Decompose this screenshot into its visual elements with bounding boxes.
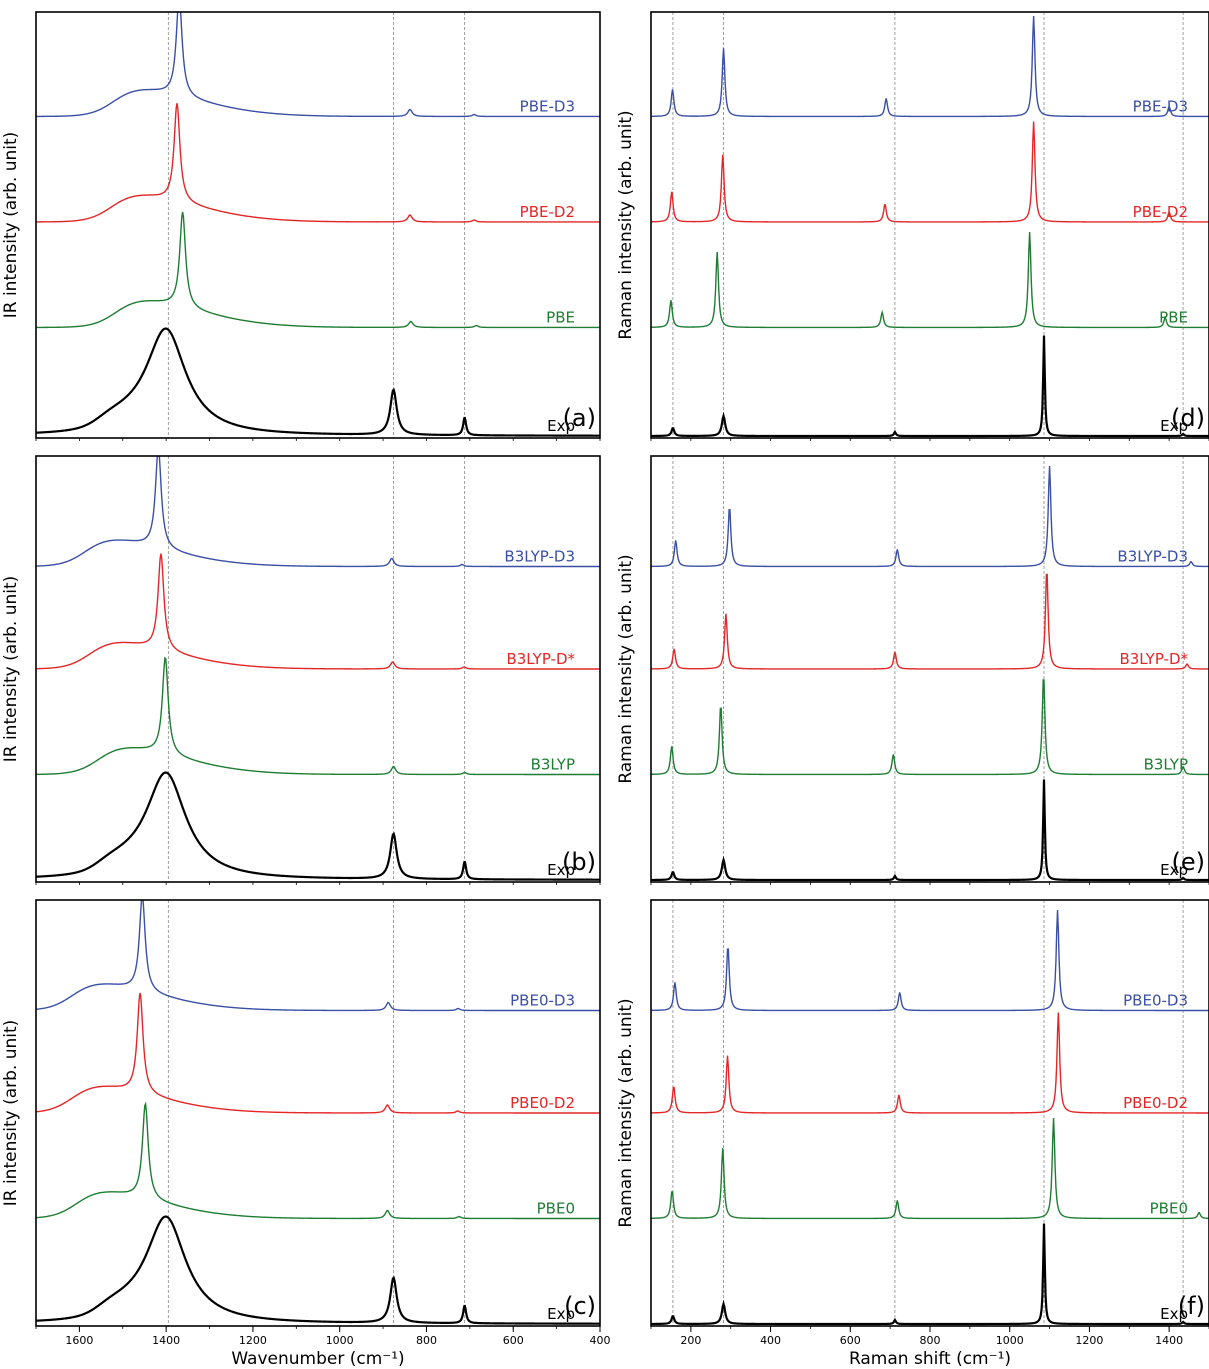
y-axis-label: Raman intensity (arb. unit) <box>616 554 636 783</box>
series-label: PBE0-D2 <box>510 1094 575 1112</box>
series-label: PBE0-D3 <box>1123 992 1188 1010</box>
panel-c: Exp PBE0 PBE0-D2 PBE0-D3 (c) IR intensity (ar… <box>1 899 611 1369</box>
x-tick-label: 200 <box>680 1334 701 1347</box>
series-label: PBE0-D3 <box>510 992 575 1010</box>
series-line-pbe-d2 <box>651 121 1209 223</box>
y-axis-label: Raman intensity (arb. unit) <box>616 998 636 1227</box>
plot-frame <box>650 11 1209 439</box>
series-line-b3lyp <box>651 679 1209 776</box>
series-label: PBE <box>546 308 575 326</box>
y-axis-label: IR intensity (arb. unit) <box>1 576 21 763</box>
series-line-exp <box>651 779 1209 882</box>
panel-label: (b) <box>562 848 596 876</box>
y-axis-label: IR intensity (arb. unit) <box>1 1020 21 1207</box>
series-line-pbe0 <box>651 1117 1209 1220</box>
series-line-pbe0 <box>36 1101 600 1220</box>
series-label: PBE-D2 <box>520 203 575 221</box>
panel-label: (c) <box>564 1292 596 1320</box>
series-line-pbe <box>36 211 600 329</box>
panel-label: (e) <box>1172 848 1206 876</box>
series-label: Exp <box>547 861 575 879</box>
y-axis-label: Raman intensity (arb. unit) <box>616 110 636 339</box>
series-line-b3lyp-d- <box>651 573 1209 670</box>
series-line-exp <box>36 771 600 881</box>
series-label: B3LYP-D* <box>506 650 575 668</box>
series-label: PBE0-D2 <box>1123 1094 1188 1112</box>
series-line-pbe-d2 <box>36 103 600 223</box>
x-tick-label: 1200 <box>1075 1334 1103 1347</box>
x-tick-label: 1000 <box>996 1334 1024 1347</box>
panel-e: Exp B3LYP B3LYP-D* B3LYP-D3 (e) Raman intensi… <box>616 455 1209 885</box>
series-label: B3LYP <box>531 756 575 774</box>
plot-frame <box>35 455 601 883</box>
series-line-pbe0-d3 <box>36 900 600 1012</box>
x-tick-label: 800 <box>416 1334 437 1347</box>
x-tick-label: 1400 <box>152 1334 180 1347</box>
x-tick-label: 400 <box>760 1334 781 1347</box>
x-tick-label: 400 <box>590 1334 611 1347</box>
series-line-b3lyp-d3 <box>36 456 600 568</box>
series-line-exp <box>36 1215 600 1325</box>
x-tick-label: 600 <box>840 1334 861 1347</box>
series-label: Exp <box>1160 861 1188 879</box>
series-line-b3lyp-d- <box>36 553 600 670</box>
y-axis-label: IR intensity (arb. unit) <box>1 132 21 319</box>
series-label: Exp <box>547 1305 575 1323</box>
x-tick-label: 600 <box>503 1334 524 1347</box>
series-label: PBE-D3 <box>1133 97 1188 115</box>
series-line-pbe-d3 <box>36 12 600 118</box>
series-line-exp <box>36 327 600 437</box>
x-tick-label: 1200 <box>239 1334 267 1347</box>
series-line-pbe0-d2 <box>36 992 600 1114</box>
series-label: B3LYP <box>1144 756 1188 774</box>
series-line-exp <box>651 1223 1209 1326</box>
panel-f: Exp PBE0 PBE0-D2 PBE0-D3 (f) Raman intensity … <box>616 899 1209 1369</box>
x-axis-label: Wavenumber (cm⁻¹) <box>231 1349 404 1369</box>
panel-label: (a) <box>563 404 596 432</box>
series-label: PBE0 <box>537 1200 575 1218</box>
panel-b: Exp B3LYP B3LYP-D* B3LYP-D3 (b) IR intensity … <box>1 455 601 885</box>
plot-frame <box>35 899 601 1327</box>
series-line-exp <box>651 335 1209 438</box>
series-label: Exp <box>547 417 575 435</box>
series-line-b3lyp-d3 <box>651 466 1209 568</box>
series-label: PBE <box>1159 308 1188 326</box>
series-label: PBE-D3 <box>520 97 575 115</box>
panel-d: Exp PBE PBE-D2 PBE-D3 (d) Raman intensity (ar… <box>616 11 1209 441</box>
series-label: B3LYP-D* <box>1119 650 1188 668</box>
series-line-b3lyp <box>36 656 600 776</box>
series-label: PBE-D2 <box>1133 203 1188 221</box>
series-label: PBE0 <box>1150 1200 1188 1218</box>
series-label: Exp <box>1160 417 1188 435</box>
x-tick-label: 1000 <box>326 1334 354 1347</box>
panel-label: (f) <box>1178 1292 1205 1320</box>
series-label: B3LYP-D3 <box>1117 548 1188 566</box>
series-line-pbe0-d3 <box>651 910 1209 1012</box>
series-line-pbe <box>651 232 1209 329</box>
series-label: B3LYP-D3 <box>504 548 575 566</box>
panel-label: (d) <box>1171 404 1205 432</box>
x-axis-label: Raman shift (cm⁻¹) <box>849 1349 1011 1369</box>
series-line-pbe0-d2 <box>651 1012 1209 1114</box>
plot-frame <box>35 11 601 439</box>
series-label: Exp <box>1160 1305 1188 1323</box>
x-tick-label: 800 <box>920 1334 941 1347</box>
panel-a: Exp PBE PBE-D2 PBE-D3 (a) IR intensity (arb. … <box>1 11 601 441</box>
x-tick-label: 1400 <box>1155 1334 1183 1347</box>
x-tick-label: 1600 <box>65 1334 93 1347</box>
series-line-pbe-d3 <box>651 15 1209 118</box>
